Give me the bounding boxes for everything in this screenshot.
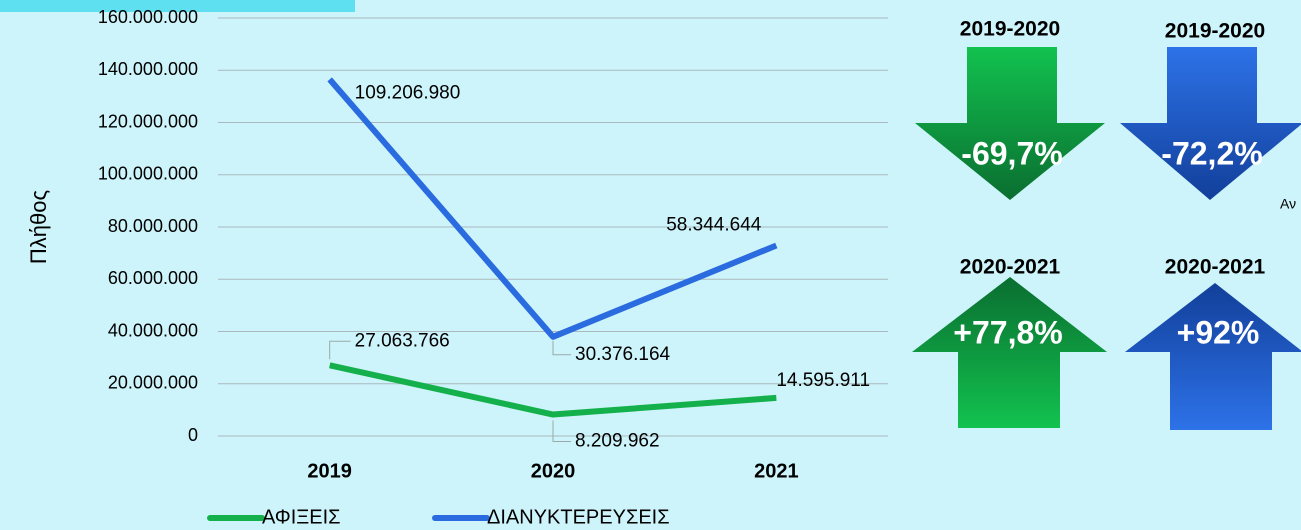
y-tick-label: 140.000.000 [98, 59, 198, 79]
arrow [915, 47, 1105, 200]
arrow [1125, 283, 1301, 430]
arrow-title: 2019-2020 [960, 18, 1060, 41]
data-label: 27.063.766 [355, 330, 450, 351]
y-tick-label: 120.000.000 [98, 111, 198, 131]
legend-label: ΔΙΑΝΥΚΤΕΡΕΥΣΕΙΣ [487, 506, 670, 528]
note: Αν [1280, 196, 1296, 212]
line [329, 362, 777, 418]
leader-line [552, 420, 571, 443]
x-tick-label: 2020 [531, 460, 576, 482]
y-tick-label: 60.000.000 [108, 268, 198, 288]
x-tick-label: 2021 [754, 460, 799, 482]
legend-label: ΑΦΙΞΕΙΣ [262, 506, 341, 528]
arrow-label: -69,7% [961, 135, 1062, 171]
leader-line [329, 340, 351, 360]
arrow-label: +92% [1177, 314, 1260, 350]
y-axis-label: Πλήθος [26, 190, 51, 264]
data-label: 8.209.962 [575, 431, 660, 452]
x-tick-label: 2019 [307, 460, 352, 482]
line [327, 77, 778, 340]
data-label: 30.376.164 [575, 344, 671, 365]
arrow [912, 277, 1107, 428]
y-tick-label: 40.000.000 [108, 320, 198, 340]
arrow-title: 2020-2021 [1165, 256, 1266, 279]
arrow-label: +77,8% [953, 314, 1062, 350]
arrow-title: 2019-2020 [1165, 20, 1265, 43]
arrow [1120, 47, 1301, 200]
arrow-label: -72,2% [1161, 135, 1262, 171]
data-label: 14.595.911 [776, 370, 870, 391]
arrow-title: 2020-2021 [960, 256, 1061, 279]
y-tick-label: 0 [188, 425, 198, 445]
y-tick-label: 160.000.000 [98, 7, 198, 27]
y-tick-label: 80.000.000 [108, 216, 198, 236]
title-box [0, 0, 355, 12]
data-label: 109.206.980 [355, 82, 461, 103]
leader-line [552, 340, 571, 356]
y-tick-label: 20.000.000 [108, 373, 198, 393]
data-label: 58.344.644 [666, 214, 762, 235]
y-tick-label: 100.000.000 [98, 164, 198, 184]
